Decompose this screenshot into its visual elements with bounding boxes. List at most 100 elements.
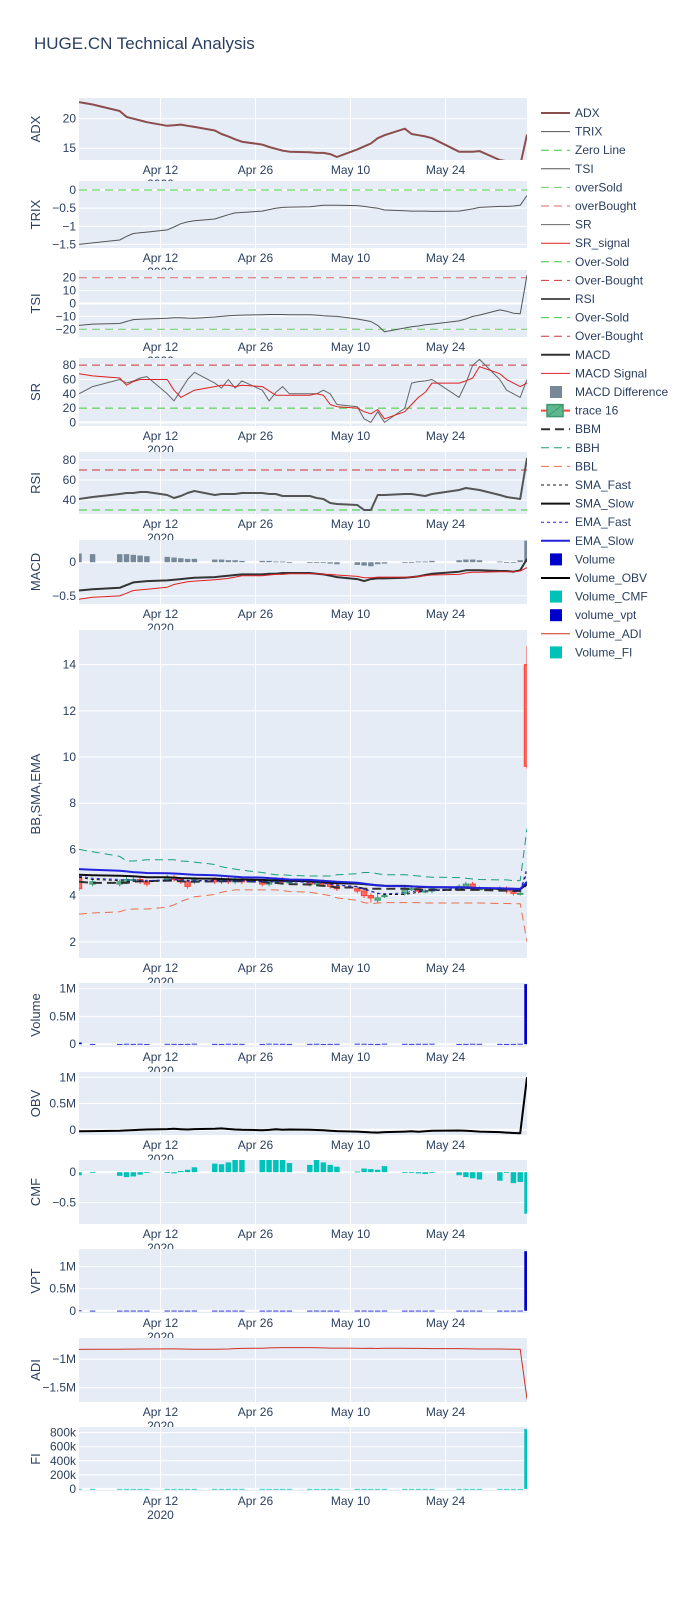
bar-macd-difference [313,562,320,564]
x-tick-label: Apr 12 [143,1316,179,1330]
y-tick-label: 60 [63,473,77,487]
y-tick-label: 10 [63,750,77,764]
bar-volume-cmf [117,1172,123,1176]
bar-volume-cmf [239,1160,245,1173]
legend-item-volume-obv: Volume_OBV [541,571,647,585]
x-tick-label: Apr 12 [143,1405,179,1419]
plot-area-rsi [79,452,527,514]
bar-volume-fi [164,1488,170,1490]
bar-volume [422,1043,428,1045]
legend-item-ema-slow: EMA_Slow [541,534,634,548]
bar-macd-difference [429,560,435,563]
series-line-trix [79,195,527,245]
legend-item-volume-fi: Volume_FI [550,645,632,659]
bar-macd-difference [286,562,293,564]
bar-macd-difference [408,562,415,564]
bar-macd-difference [476,560,483,563]
x-tick-label: May 10 [331,429,371,443]
bar-volume-cmf [408,1172,415,1173]
bar-volume [354,1043,361,1045]
bar-volume [503,1043,510,1045]
bar-volume [218,1043,225,1045]
bar-macd-difference [327,562,333,564]
x-tick-label: Apr 12 [143,607,179,621]
bar-volume-fi [503,1488,510,1490]
legend-label: Volume_CMF [575,590,648,604]
bar-volume-vpt [279,1310,286,1312]
marks-rsi [79,457,527,511]
bar-volume-cmf [164,1172,170,1173]
legend-item-volume-vpt: volume_vpt [550,608,637,622]
x-tick-label: Apr 26 [238,429,274,443]
legend-swatch-bar [550,646,562,659]
bar-macd-difference [232,560,238,563]
bar-volume-fi [354,1488,361,1490]
legend-item-sma-slow: SMA_Slow [541,497,634,511]
bar-volume-cmf [307,1164,313,1173]
bar-volume [320,1043,327,1045]
bar-volume-vpt [429,1310,435,1312]
bar-volume [497,1043,503,1045]
bar-volume [456,1043,462,1045]
bar-macd-difference [402,562,408,564]
y-tick-label: 0 [69,415,76,429]
bar-volume-cmf [286,1163,293,1173]
bar-volume-cmf [212,1163,218,1173]
bar-volume-cmf [320,1162,327,1173]
bar-volume-vpt [368,1310,374,1312]
bar-macd-difference [144,556,150,563]
y-axis-title-macd: MACD [28,553,43,591]
legend-swatch-bar [550,609,562,622]
legend-item-bbl: BBL [541,459,598,473]
legend-swatch-bar [550,386,562,398]
bar-volume-cmf [368,1169,374,1173]
bar-volume-fi [402,1488,408,1490]
bar-volume-fi [422,1488,428,1490]
bar-volume-vpt [239,1310,245,1312]
bar-volume-vpt [171,1310,177,1312]
y-tick-label: 0.5M [49,1097,76,1111]
legend-label: EMA_Fast [575,515,632,529]
y-axis-title-adx: ADX [28,115,43,142]
bar-volume-cmf [402,1172,408,1173]
candle-body [374,897,381,901]
bar-volume [191,1043,198,1045]
bar-macd-difference [510,562,517,564]
bar-volume-cmf [89,1172,96,1173]
bar-volume-vpt [144,1310,150,1312]
bar-volume-vpt [307,1310,313,1312]
legend-label: BBH [575,441,600,455]
marks-volume [79,984,527,1046]
y-tick-label: 0 [69,1165,76,1179]
x-tick-label: Apr 12 [143,517,179,531]
bar-volume-cmf [422,1172,428,1175]
bar-volume [130,1043,137,1045]
legend-item-trace-16: trace 16 [541,404,619,418]
legend-label: SR [575,218,592,232]
bar-volume [327,1043,333,1045]
series-line-bbh [79,828,527,882]
bar-volume-vpt [503,1310,510,1312]
bar-volume [273,1043,279,1045]
bar-volume-vpt [456,1310,462,1312]
legend-label: SMA_Fast [575,478,632,492]
bar-volume-cmf [137,1172,143,1175]
legend-label: TRIX [575,125,602,139]
bar-volume-fi [239,1488,245,1490]
x-tick-label: May 10 [331,607,371,621]
bar-volume-vpt [469,1310,476,1312]
bar-macd-difference [191,558,198,563]
y-tick-label: 15 [63,141,77,155]
legend-label: RSI [575,292,595,306]
candle-body [523,664,527,767]
chart-title: HUGE.CN Technical Analysis [34,34,255,53]
bar-volume-fi [524,1429,527,1489]
series-line-macd-signal [79,567,527,600]
y-tick-label: 0 [69,1037,76,1051]
bar-macd-difference [266,560,272,563]
bar-volume [517,1043,523,1045]
